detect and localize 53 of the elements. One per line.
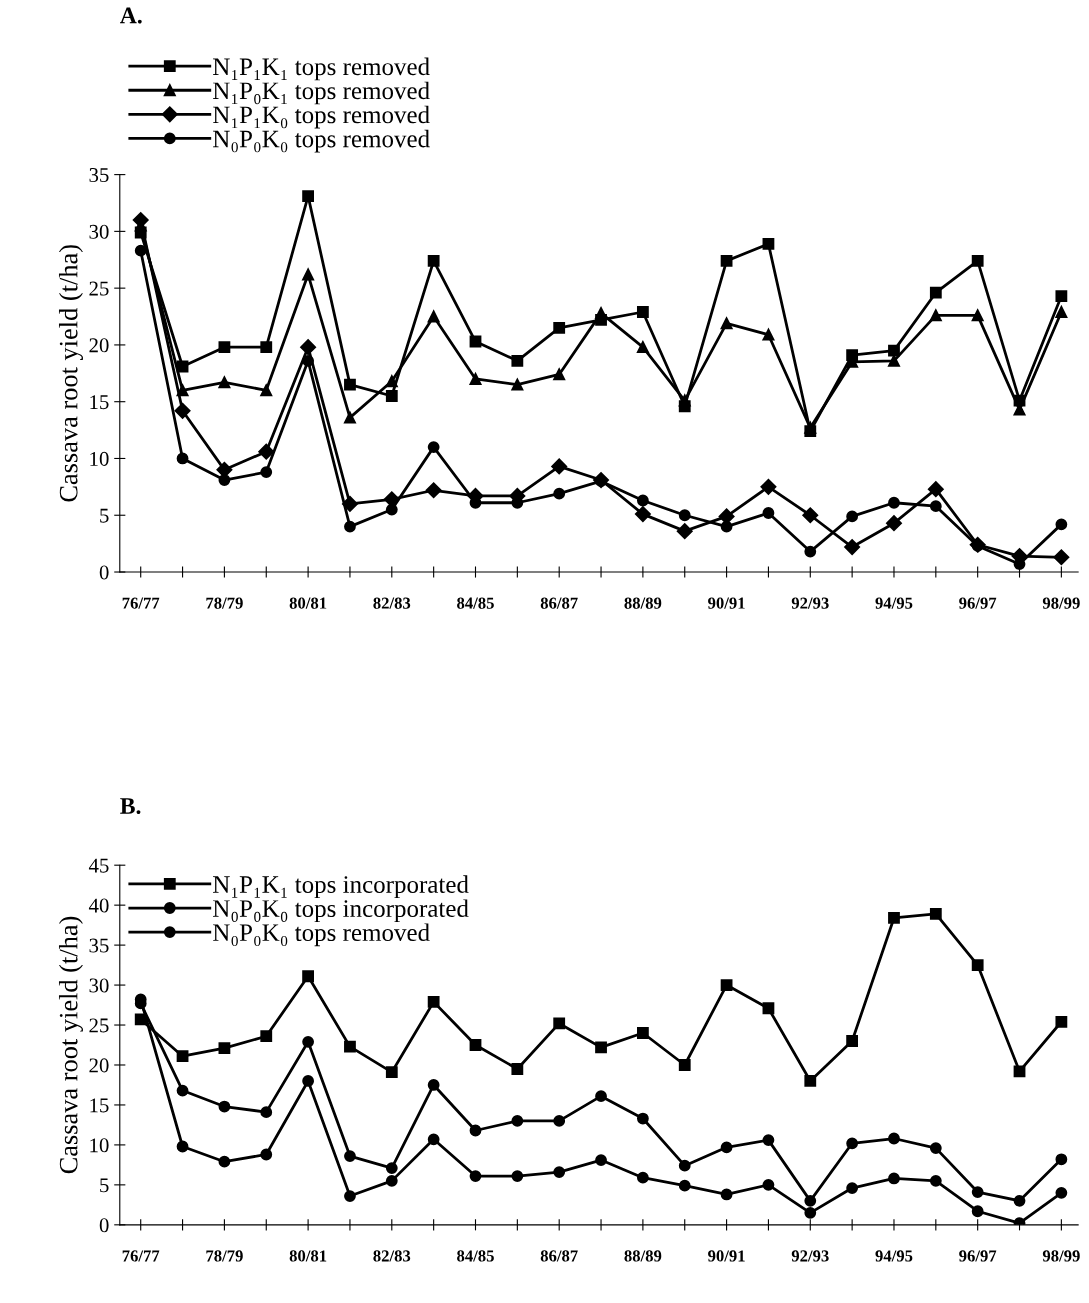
y-tick-label: 20 xyxy=(89,338,109,353)
y-tick-label: 15 xyxy=(90,395,109,410)
y-axis-title: Cassava root yield (t/ha) xyxy=(58,245,83,502)
y-tick-label: 25 xyxy=(89,281,109,296)
y-tick-label: 40 xyxy=(88,898,109,913)
x-tick-label: 80/81 xyxy=(289,1250,327,1262)
y-tick-label: 0 xyxy=(99,565,109,580)
x-tick-label: 98/99 xyxy=(1042,597,1080,609)
legend-label: N₀P₀K₀ tops incorporated xyxy=(213,899,469,923)
legend-label: N₁P₁K₁ tops removed xyxy=(213,57,430,81)
legend-label: N₀P₀K₀ tops removed xyxy=(213,923,430,947)
y-tick-label: 15 xyxy=(90,1098,109,1113)
x-tick-label: 80/81 xyxy=(289,597,327,609)
y-tick-label: 45 xyxy=(88,858,109,873)
y-axis-title: Cassava root yield (t/ha) xyxy=(58,916,83,1174)
legend-label: N₁P₀K₁ tops removed xyxy=(213,81,430,105)
legend-label: N₁P₁K₀ tops removed xyxy=(213,105,430,129)
x-tick-label: 96/97 xyxy=(959,597,997,609)
x-tick-label: 84/85 xyxy=(457,597,494,609)
x-tick-label: 88/89 xyxy=(624,597,662,609)
x-tick-label: 86/87 xyxy=(540,597,578,609)
y-tick-label: 30 xyxy=(89,978,109,993)
x-tick-label: 86/87 xyxy=(540,1250,578,1262)
y-tick-label: 5 xyxy=(100,1178,109,1193)
x-tick-label: 78/79 xyxy=(206,597,243,609)
y-tick-label: 20 xyxy=(89,1058,109,1073)
y-tick-label: 5 xyxy=(100,508,109,523)
legend-label: N₁P₁K₁ tops incorporated xyxy=(213,875,469,899)
x-tick-label: 88/89 xyxy=(624,1250,662,1262)
x-tick-label: 94/95 xyxy=(875,1250,913,1262)
x-tick-label: 92/93 xyxy=(791,597,829,609)
x-tick-label: 76/77 xyxy=(122,1250,160,1262)
x-tick-label: 90/91 xyxy=(708,1250,745,1262)
x-tick-label: 98/99 xyxy=(1042,1250,1080,1262)
x-tick-label: 96/97 xyxy=(959,1250,997,1262)
y-tick-label: 10 xyxy=(90,451,109,466)
x-tick-label: 76/77 xyxy=(122,597,160,609)
x-tick-label: 90/91 xyxy=(708,597,745,609)
y-tick-label: 25 xyxy=(89,1018,109,1033)
x-tick-label: 82/83 xyxy=(373,597,411,609)
x-tick-label: 84/85 xyxy=(457,1250,494,1262)
y-tick-label: 30 xyxy=(89,224,109,239)
legend-label: N₀P₀K₀ tops removed xyxy=(213,129,430,153)
chart-title: B. xyxy=(120,798,141,815)
x-tick-label: 78/79 xyxy=(206,1250,243,1262)
x-tick-label: 92/93 xyxy=(791,1250,829,1262)
chart-title: A. xyxy=(120,7,142,24)
y-tick-label: 35 xyxy=(89,938,109,953)
y-tick-label: 0 xyxy=(99,1218,109,1233)
y-tick-label: 10 xyxy=(90,1138,109,1153)
x-tick-label: 82/83 xyxy=(373,1250,411,1262)
x-tick-label: 94/95 xyxy=(875,597,913,609)
y-tick-label: 35 xyxy=(89,168,109,183)
